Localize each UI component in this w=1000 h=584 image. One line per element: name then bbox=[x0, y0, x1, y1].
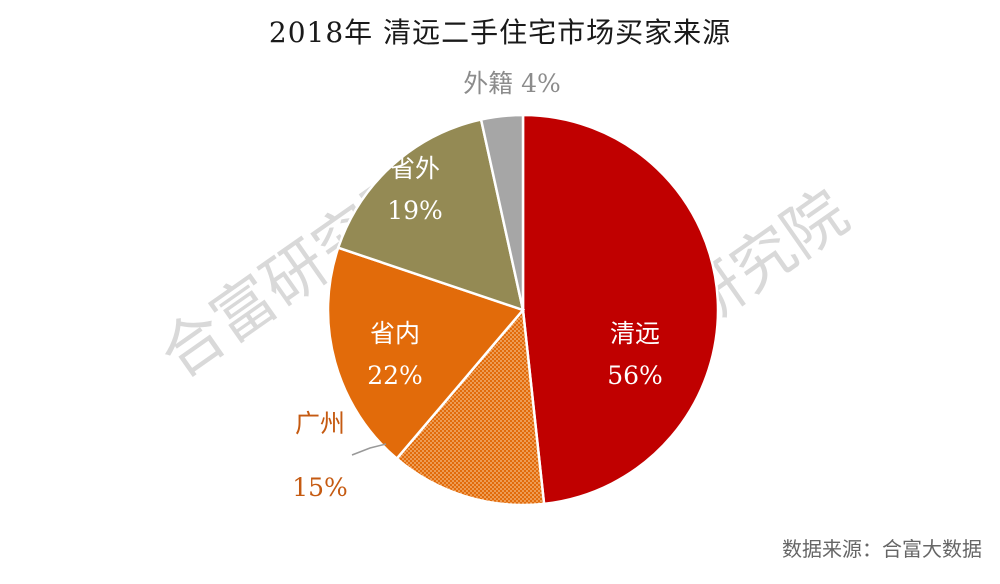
slice-value-0: 56% bbox=[607, 361, 663, 390]
pie-slices bbox=[326, 113, 720, 507]
slice-name-2: 省内 bbox=[370, 319, 420, 348]
pie-slice-3 bbox=[336, 118, 525, 312]
slice-name-0: 清远 bbox=[610, 319, 660, 348]
pie-slice-0 bbox=[521, 113, 720, 506]
slice-name-1: 广州 bbox=[295, 409, 345, 438]
leader-line-guangzhou bbox=[351, 443, 387, 456]
chart-title: 2018年 清远二手住宅市场买家来源 bbox=[269, 16, 731, 49]
pie-slice-4 bbox=[479, 113, 525, 311]
slice-label-4: 外籍 4% bbox=[463, 69, 561, 98]
pie-labels: 清远 56% 广州 15% 省内 22% 省外 19% 外籍 4% bbox=[292, 69, 663, 502]
pie-slice-2 bbox=[326, 246, 526, 461]
pie-slice-1 bbox=[394, 306, 546, 507]
slice-name-3: 省外 bbox=[390, 154, 440, 183]
slice-value-3: 19% bbox=[387, 196, 443, 225]
slice-value-2: 22% bbox=[367, 361, 423, 390]
source-note: 数据来源：合富大数据 bbox=[782, 537, 982, 561]
slice-value-1: 15% bbox=[292, 473, 348, 502]
